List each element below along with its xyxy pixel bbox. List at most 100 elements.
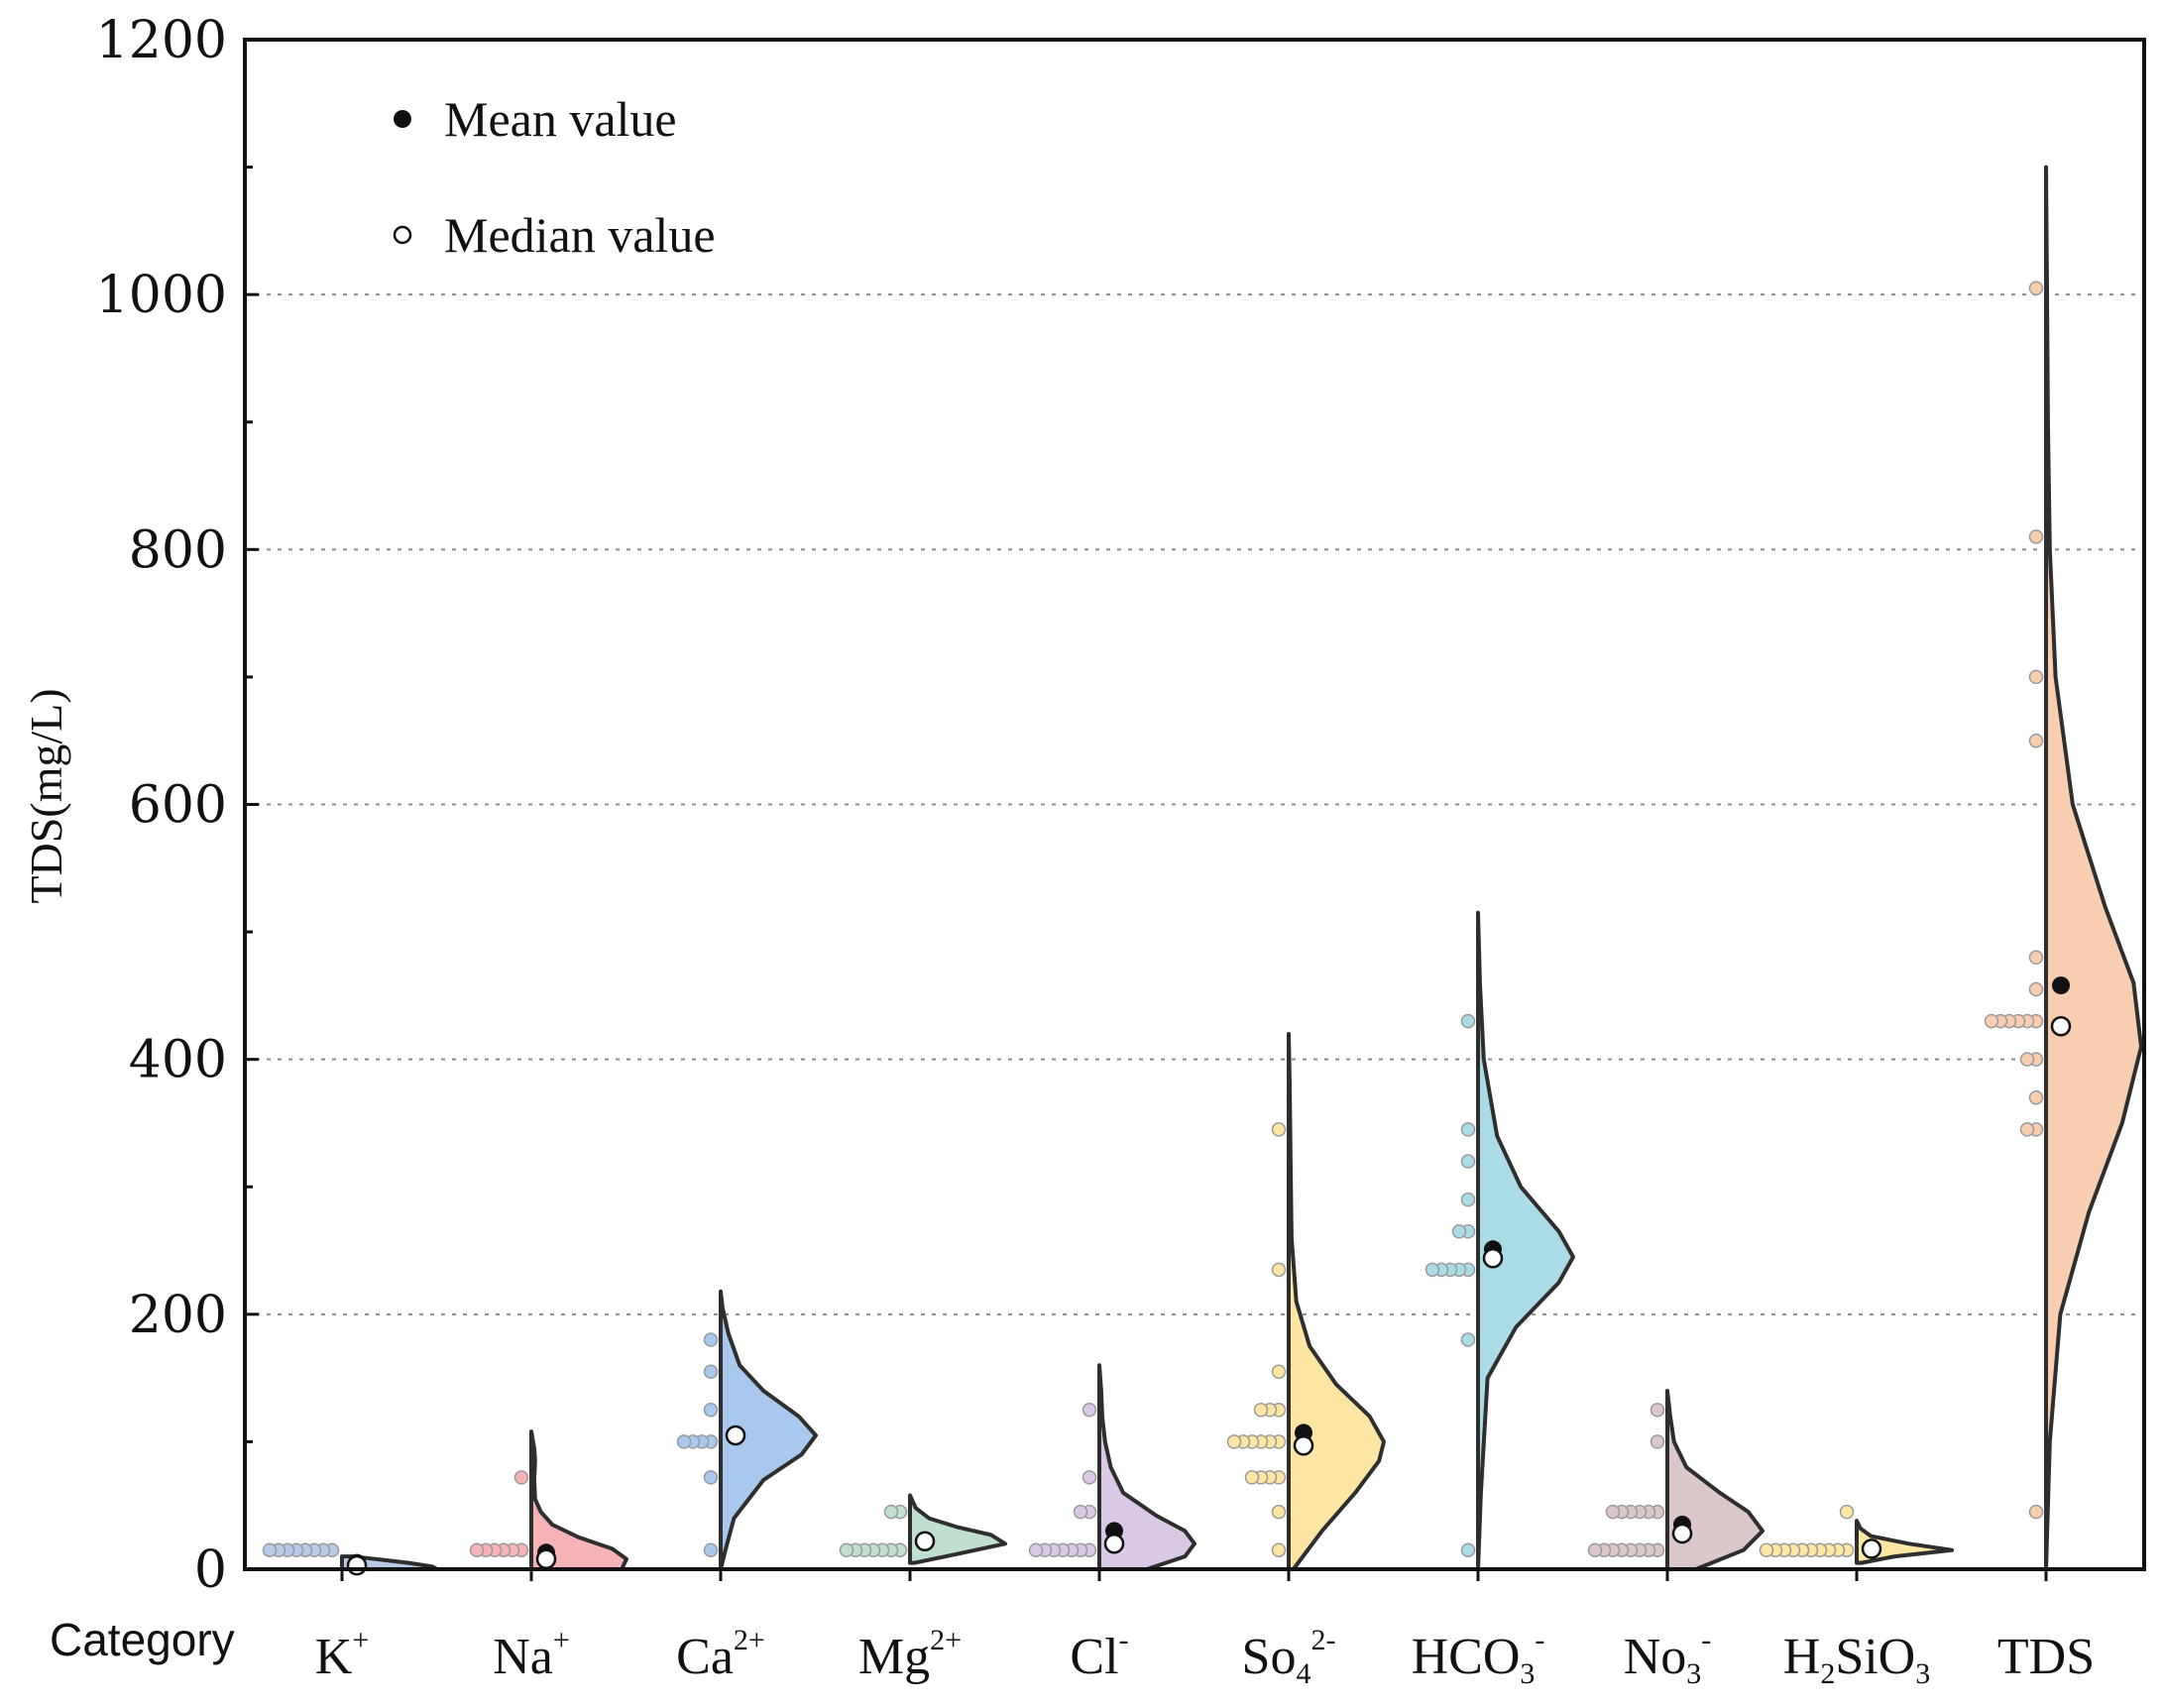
data-point (1073, 1504, 1088, 1520)
data-point (703, 1470, 719, 1485)
data-point (1424, 1262, 1440, 1278)
violin-group (1028, 1363, 1196, 1571)
data-point (1460, 1013, 1476, 1029)
data-point (1839, 1504, 1855, 1520)
data-point (1460, 1154, 1476, 1169)
violin-group (1424, 910, 1575, 1571)
data-point (1082, 1403, 1097, 1418)
data-point (1226, 1434, 1242, 1449)
y-axis: 0 200 400 600 800 1000 1200 (96, 11, 259, 1600)
data-point (703, 1542, 719, 1557)
violin-group (1759, 1504, 1954, 1565)
data-point (2019, 1122, 2035, 1137)
median-marker (535, 1548, 557, 1569)
x-tick-label: K+ (315, 1624, 369, 1685)
legend-marker-mean (394, 110, 411, 128)
x-tick-label: H2SiO3 (1783, 1629, 1930, 1690)
legend-item: Mean value (394, 91, 677, 147)
data-point (1605, 1504, 1621, 1520)
data-point (1271, 1364, 1287, 1379)
legend-marker-median (393, 225, 412, 245)
data-point (839, 1542, 854, 1557)
data-point (1271, 1262, 1287, 1278)
data-point (1271, 1542, 1287, 1557)
x-tick-label: So42- (1242, 1624, 1336, 1690)
median-marker (346, 1554, 368, 1576)
violin-shape (908, 1493, 1007, 1565)
violins (262, 165, 2143, 1576)
median-marker (725, 1424, 746, 1446)
data-point (703, 1403, 719, 1418)
x-axis-title: Category (50, 1614, 235, 1665)
y-tick-label: 600 (129, 776, 227, 836)
y-tick-label: 200 (129, 1286, 227, 1345)
violin-group (1587, 1389, 1765, 1571)
data-point (1650, 1434, 1665, 1449)
violin-group (839, 1493, 1007, 1565)
data-point (1460, 1332, 1476, 1347)
mean-marker (2052, 976, 2070, 995)
data-point (2028, 281, 2044, 295)
data-point (2028, 1504, 2044, 1520)
x-tick-label: Cl- (1070, 1624, 1128, 1685)
violin-group (1984, 165, 2143, 1571)
legend-item: Median value (393, 207, 716, 263)
legend: Mean value Median value (393, 91, 716, 263)
data-point (2028, 950, 2044, 966)
data-point (883, 1504, 899, 1520)
x-tick-label: Ca2+ (676, 1624, 765, 1685)
violin-group (262, 1542, 439, 1576)
median-marker (1103, 1534, 1125, 1554)
data-point (2028, 733, 2044, 748)
data-point (2028, 981, 2044, 997)
data-point (1587, 1542, 1603, 1557)
x-tick-label: No3- (1624, 1624, 1712, 1690)
y-tick-label: 800 (129, 520, 227, 580)
data-point (1650, 1403, 1665, 1418)
median-marker (914, 1531, 936, 1551)
data-point (1984, 1013, 1999, 1029)
violin-shape (2044, 165, 2143, 1571)
x-tick-label: Na+ (493, 1624, 570, 1685)
median-marker (1293, 1435, 1314, 1456)
data-point (1759, 1542, 1774, 1557)
data-point (1460, 1542, 1476, 1557)
data-point (1271, 1504, 1287, 1520)
data-point (2028, 529, 2044, 544)
median-marker (1671, 1523, 1693, 1544)
data-point (469, 1542, 485, 1557)
legend-label: Mean value (444, 91, 677, 147)
y-tick-label: 1200 (96, 11, 227, 70)
data-point (1451, 1224, 1467, 1239)
legend-label: Median value (444, 207, 716, 263)
data-point (262, 1542, 278, 1557)
data-point (1271, 1122, 1287, 1137)
x-tick-label: HCO3- (1412, 1624, 1545, 1690)
x-tick-label: TDS (1997, 1629, 2095, 1685)
data-point (513, 1470, 529, 1485)
median-marker (1482, 1248, 1504, 1269)
y-axis-title: TDS(mg/L) (21, 688, 71, 903)
data-point (1460, 1192, 1476, 1207)
data-point (676, 1434, 692, 1449)
violin-shape (529, 1429, 628, 1571)
y-tick-label: 1000 (96, 266, 227, 325)
data-point (703, 1332, 719, 1347)
data-point (2028, 669, 2044, 685)
data-point (703, 1364, 719, 1379)
data-point (2019, 1052, 2035, 1067)
x-tick-label: Mg2+ (858, 1624, 962, 1685)
violin-group (1226, 1032, 1386, 1571)
violin-group (469, 1429, 628, 1571)
data-point (2028, 1089, 2044, 1105)
violin-group (676, 1289, 818, 1571)
y-tick-label: 0 (194, 1540, 227, 1600)
violin-shape (1287, 1032, 1386, 1571)
data-point (1082, 1470, 1097, 1485)
y-tick-label: 400 (129, 1031, 227, 1090)
data-point (1244, 1470, 1260, 1485)
data-point (1253, 1403, 1269, 1418)
x-axis: K+ Na+ Ca2+ Mg2+ Cl- So42- HCO3- No3- H2SiO3 TDS (315, 1569, 2095, 1690)
data-point (1460, 1122, 1476, 1137)
